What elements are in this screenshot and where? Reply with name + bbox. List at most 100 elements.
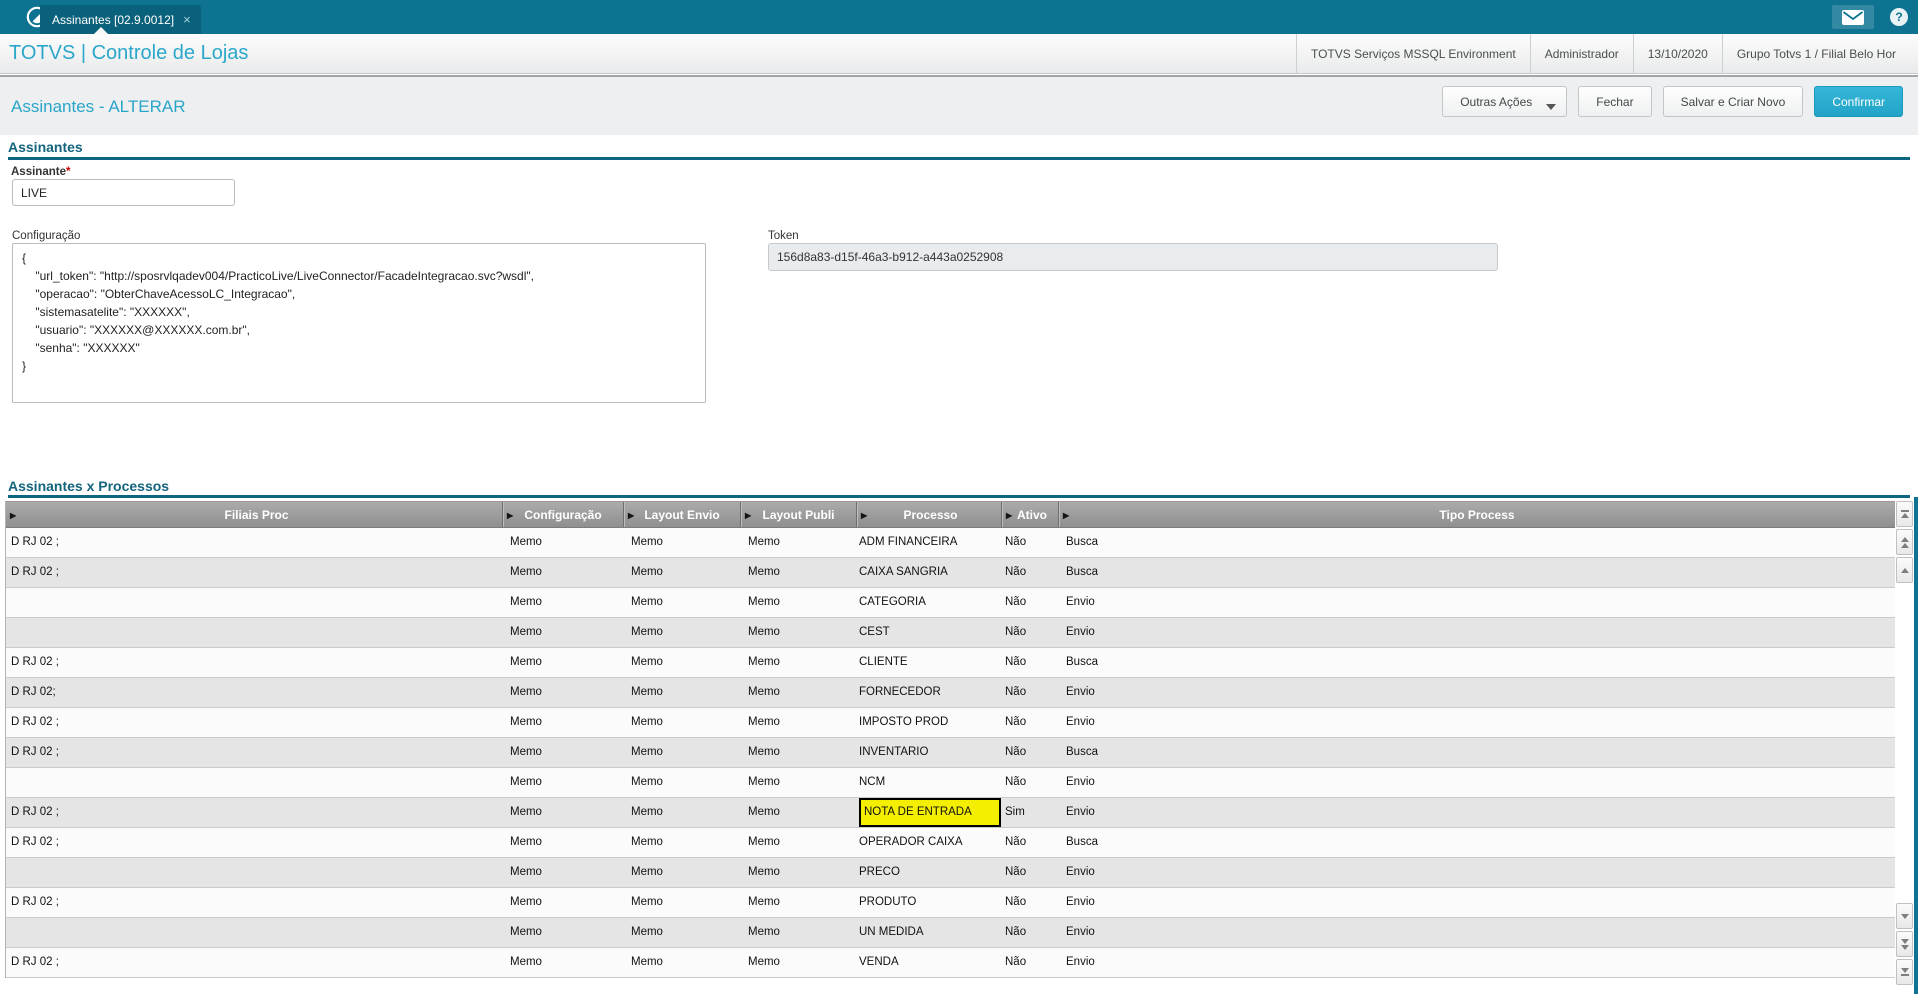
cell-ativo[interactable]: Não [1005, 836, 1027, 848]
column-header-processo[interactable]: ▶ Processo [856, 502, 1001, 527]
cell-configuracao[interactable]: Memo [510, 746, 542, 758]
cell-filiais-proc[interactable]: D RJ 02 ; [11, 566, 59, 578]
cell-layout-envio[interactable]: Memo [631, 956, 663, 968]
cell-tipo-process[interactable]: Envio [1066, 716, 1095, 728]
cell-layout-envio[interactable]: Memo [631, 836, 663, 848]
cell-filiais-proc[interactable] [6, 768, 502, 797]
column-header-tipo-process[interactable]: ▶ Tipo Process [1058, 502, 1895, 527]
cell-tipo-process[interactable]: Envio [1066, 776, 1095, 788]
cell-tipo-process[interactable]: Envio [1066, 926, 1095, 938]
selected-cell-highlight[interactable]: NOTA DE ENTRADA [859, 798, 1001, 827]
cell-tipo-process[interactable]: Envio [1066, 626, 1095, 638]
table-row[interactable]: D RJ 02 ; Memo Memo Memo NOTA DE ENTRADA Sim E… [6, 798, 1895, 828]
scroll-first-button[interactable] [1896, 501, 1913, 527]
cell-processo[interactable]: UN MEDIDA [859, 926, 924, 938]
cell-tipo-process[interactable]: Envio [1066, 866, 1095, 878]
help-icon[interactable]: ? [1890, 8, 1908, 26]
cell-filiais-proc[interactable]: D RJ 02 ; [11, 536, 59, 548]
table-row[interactable]: D RJ 02 ; Memo Memo Memo VENDA Não Envio [6, 948, 1895, 978]
cell-layout-envio[interactable]: Memo [631, 806, 663, 818]
cell-filiais-proc[interactable]: D RJ 02 ; [11, 656, 59, 668]
table-row[interactable]: Memo Memo Memo CEST Não Envio [6, 618, 1895, 648]
cell-ativo[interactable]: Não [1005, 536, 1027, 548]
cell-processo[interactable]: IMPOSTO PROD [859, 716, 949, 728]
cell-layout-envio[interactable]: Memo [631, 626, 663, 638]
cell-layout-publi[interactable]: Memo [748, 806, 780, 818]
cell-ativo[interactable]: Não [1005, 566, 1027, 578]
cell-configuracao[interactable]: Memo [510, 566, 542, 578]
table-row[interactable]: Memo Memo Memo NCM Não Envio [6, 768, 1895, 798]
cell-layout-envio[interactable]: Memo [631, 866, 663, 878]
cell-processo[interactable]: CAIXA SANGRIA [859, 566, 948, 578]
cell-ativo[interactable]: Não [1005, 686, 1027, 698]
table-row[interactable]: D RJ 02; Memo Memo Memo FORNECEDOR Não Envio [6, 678, 1895, 708]
cell-configuracao[interactable]: Memo [510, 536, 542, 548]
cell-tipo-process[interactable]: Envio [1066, 806, 1095, 818]
cell-layout-publi[interactable]: Memo [748, 716, 780, 728]
cell-filiais-proc[interactable]: D RJ 02 ; [11, 836, 59, 848]
cell-configuracao[interactable]: Memo [510, 896, 542, 908]
configuracao-textarea[interactable]: { "url_token": "http://sposrvlqadev004/P… [12, 243, 706, 403]
salvar-criar-novo-button[interactable]: Salvar e Criar Novo [1662, 86, 1804, 117]
cell-layout-publi[interactable]: Memo [748, 926, 780, 938]
cell-filiais-proc[interactable]: D RJ 02 ; [11, 806, 59, 818]
cell-layout-publi[interactable]: Memo [748, 596, 780, 608]
column-arrow-icon[interactable]: ▶ [1006, 511, 1013, 520]
scroll-page-down-button[interactable] [1896, 931, 1913, 957]
confirmar-button[interactable]: Confirmar [1814, 86, 1903, 117]
cell-tipo-process[interactable]: Busca [1066, 566, 1098, 578]
column-header-configuracao[interactable]: ▶ Configuração [502, 502, 623, 527]
cell-processo[interactable]: CATEGORIA [859, 596, 926, 608]
cell-configuracao[interactable]: Memo [510, 656, 542, 668]
scroll-page-up-button[interactable] [1896, 529, 1913, 555]
tab-close-icon[interactable]: × [183, 12, 191, 27]
cell-layout-publi[interactable]: Memo [748, 626, 780, 638]
table-row[interactable]: Memo Memo Memo PRECO Não Envio [6, 858, 1895, 888]
cell-processo[interactable]: CEST [859, 626, 890, 638]
cell-processo[interactable]: OPERADOR CAIXA [859, 836, 963, 848]
cell-ativo[interactable]: Não [1005, 656, 1027, 668]
table-row[interactable]: D RJ 02 ; Memo Memo Memo INVENTARIO Não Busca [6, 738, 1895, 768]
cell-configuracao[interactable]: Memo [510, 956, 542, 968]
column-header-ativo[interactable]: ▶ Ativo [1001, 502, 1058, 527]
cell-layout-publi[interactable]: Memo [748, 656, 780, 668]
cell-tipo-process[interactable]: Busca [1066, 536, 1098, 548]
table-row[interactable]: D RJ 02 ; Memo Memo Memo PRODUTO Não Envio [6, 888, 1895, 918]
cell-configuracao[interactable]: Memo [510, 836, 542, 848]
cell-ativo[interactable]: Não [1005, 746, 1027, 758]
table-row[interactable]: D RJ 02 ; Memo Memo Memo OPERADOR CAIXA Não Bu… [6, 828, 1895, 858]
cell-processo[interactable]: FORNECEDOR [859, 686, 941, 698]
table-row[interactable]: Memo Memo Memo UN MEDIDA Não Envio [6, 918, 1895, 948]
cell-ativo[interactable]: Não [1005, 626, 1027, 638]
cell-configuracao[interactable]: Memo [510, 596, 542, 608]
column-arrow-icon[interactable]: ▶ [628, 511, 635, 520]
mail-icon[interactable] [1832, 5, 1874, 29]
cell-ativo[interactable]: Não [1005, 896, 1027, 908]
scroll-track[interactable] [1896, 585, 1913, 901]
cell-layout-envio[interactable]: Memo [631, 896, 663, 908]
scroll-up-button[interactable] [1896, 557, 1913, 583]
cell-layout-publi[interactable]: Memo [748, 536, 780, 548]
cell-configuracao[interactable]: Memo [510, 776, 542, 788]
cell-layout-publi[interactable]: Memo [748, 956, 780, 968]
cell-filiais-proc[interactable]: D RJ 02; [11, 686, 56, 698]
cell-configuracao[interactable]: Memo [510, 716, 542, 728]
table-row[interactable]: D RJ 02 ; Memo Memo Memo IMPOSTO PROD Não Envi… [6, 708, 1895, 738]
cell-processo[interactable]: CLIENTE [859, 656, 908, 668]
cell-tipo-process[interactable]: Busca [1066, 836, 1098, 848]
cell-configuracao[interactable]: Memo [510, 806, 542, 818]
cell-layout-envio[interactable]: Memo [631, 746, 663, 758]
cell-processo[interactable]: NCM [859, 776, 886, 788]
cell-layout-publi[interactable]: Memo [748, 896, 780, 908]
cell-configuracao[interactable]: Memo [510, 626, 542, 638]
table-row[interactable]: D RJ 02 ; Memo Memo Memo CAIXA SANGRIA Não Bus… [6, 558, 1895, 588]
cell-ativo[interactable]: Não [1005, 866, 1027, 878]
table-row[interactable]: D RJ 02 ; Memo Memo Memo ADM FINANCEIRA Não Bu… [6, 528, 1895, 558]
scroll-last-button[interactable] [1896, 959, 1913, 985]
cell-filiais-proc[interactable] [6, 858, 502, 887]
cell-layout-envio[interactable]: Memo [631, 596, 663, 608]
cell-layout-publi[interactable]: Memo [748, 686, 780, 698]
column-arrow-icon[interactable]: ▶ [507, 511, 514, 520]
cell-filiais-proc[interactable]: D RJ 02 ; [11, 746, 59, 758]
column-arrow-icon[interactable]: ▶ [861, 511, 868, 520]
